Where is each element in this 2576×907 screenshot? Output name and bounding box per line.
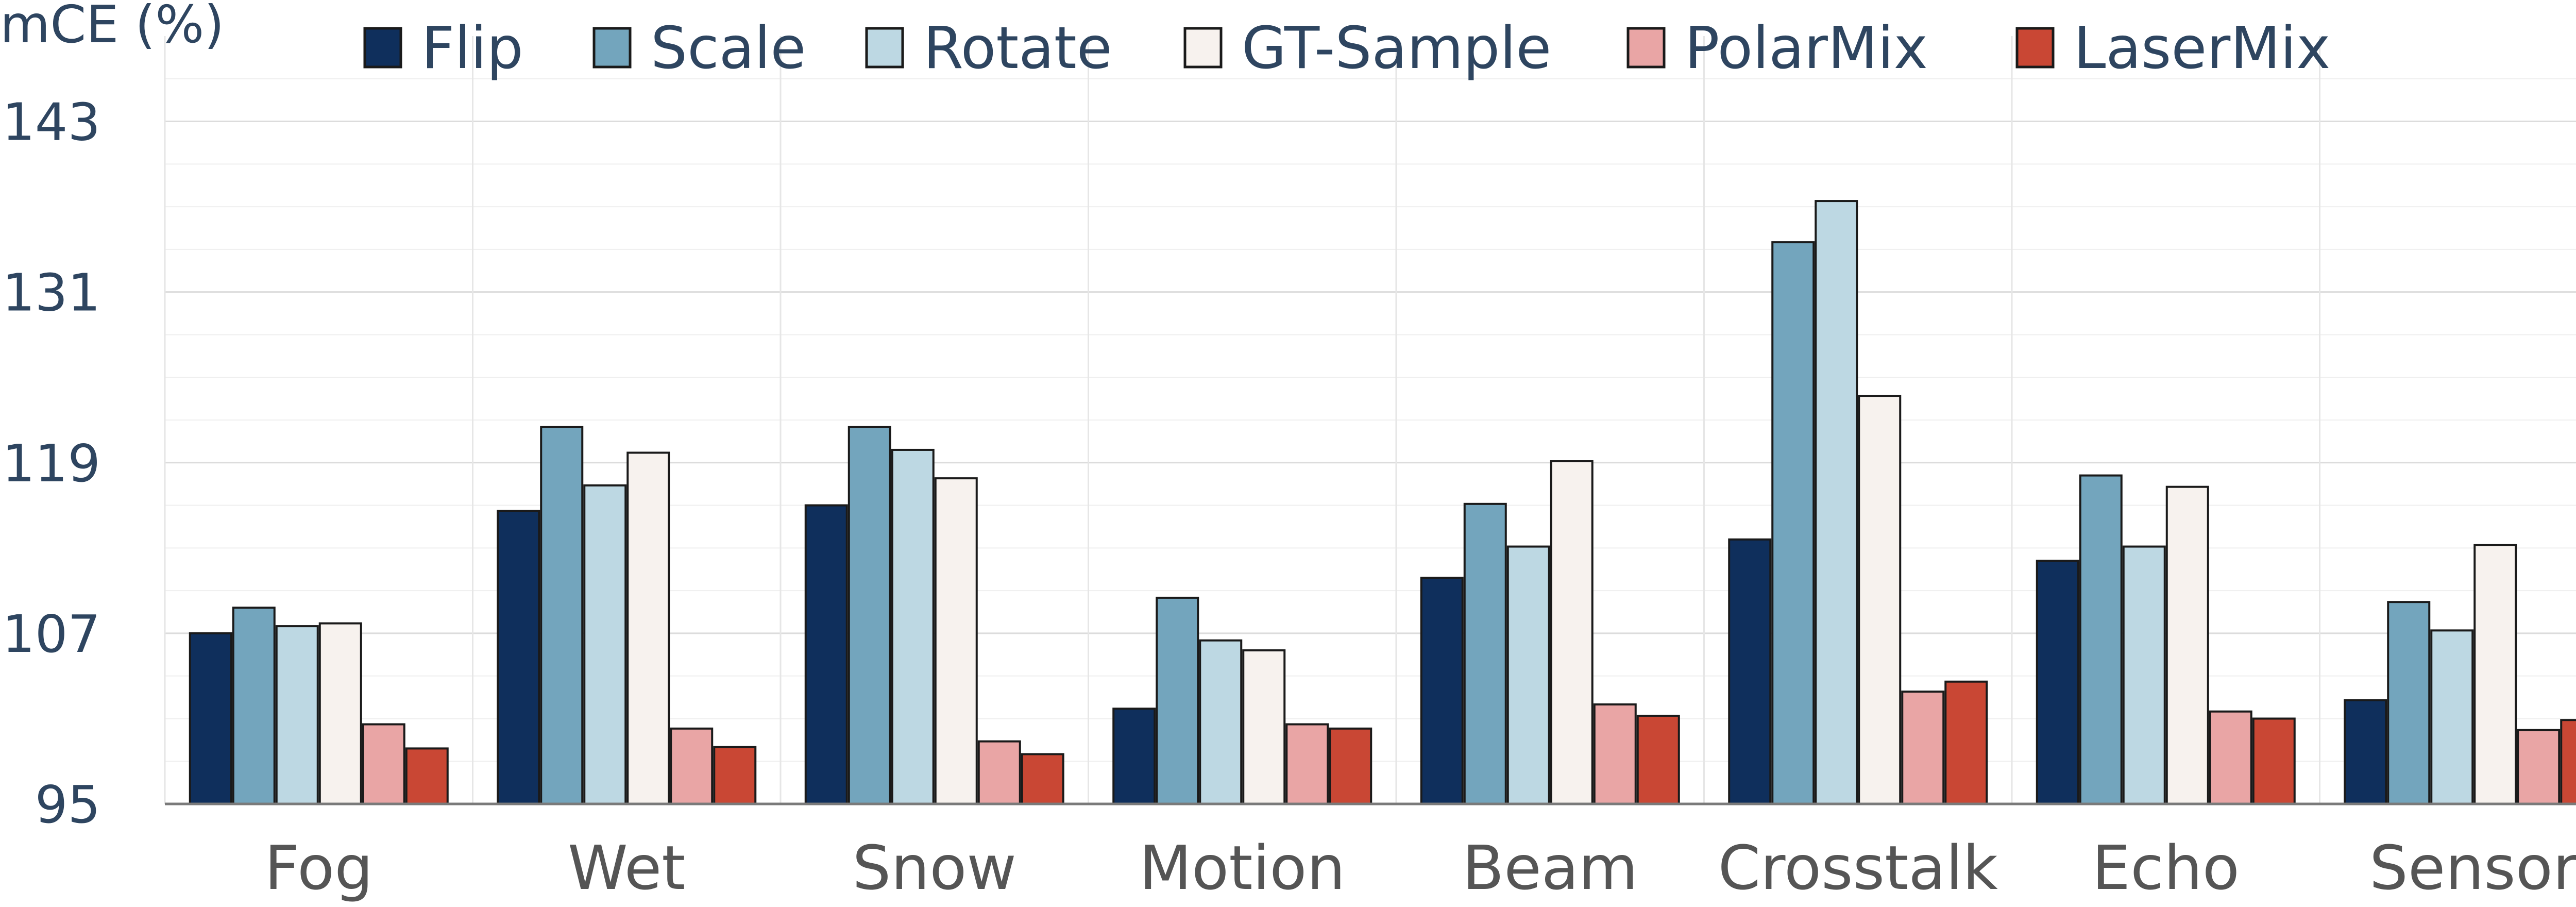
- bar-polarmix-beam: [1593, 703, 1637, 805]
- legend-label: Scale: [651, 15, 806, 82]
- x-tick-label: Sensor: [2369, 832, 2576, 903]
- x-tick-label: Fog: [264, 832, 373, 903]
- bar-lasermix-crosstalk: [1944, 680, 1988, 805]
- bar-rotate-crosstalk: [1815, 200, 1858, 805]
- bar-gt-sample-fog: [318, 622, 362, 805]
- bar-flip-wet: [497, 510, 540, 805]
- bar-lasermix-motion: [1329, 727, 1372, 805]
- bar-scale-echo: [2079, 474, 2123, 805]
- y-axis-label: mCE (%): [0, 0, 224, 55]
- bar-scale-motion: [1156, 596, 1199, 805]
- bar-lasermix-sensor: [2560, 719, 2576, 805]
- legend-swatch: [865, 27, 904, 69]
- legend-swatch: [1183, 27, 1223, 69]
- x-tick-label: Motion: [1139, 832, 1345, 903]
- bar-lasermix-echo: [2252, 717, 2296, 805]
- bar-rotate-motion: [1199, 639, 1243, 805]
- bar-polarmix-fog: [362, 723, 405, 805]
- bar-polarmix-motion: [1285, 723, 1329, 805]
- x-tick-label: Crosstalk: [1718, 832, 1998, 903]
- bar-scale-sensor: [2387, 601, 2431, 805]
- y-tick-label: 95: [35, 775, 100, 835]
- bar-scale-wet: [540, 426, 584, 805]
- bar-flip-echo: [2036, 560, 2079, 805]
- bar-rotate-fog: [275, 625, 319, 805]
- x-tick-label: Snow: [853, 832, 1016, 903]
- bar-lasermix-fog: [405, 747, 449, 805]
- bar-flip-snow: [804, 504, 848, 805]
- bar-polarmix-sensor: [2517, 729, 2561, 805]
- chart-bars: [189, 200, 2576, 805]
- bar-flip-fog: [189, 632, 232, 805]
- bar-rotate-sensor: [2430, 629, 2474, 805]
- bar-polarmix-echo: [2209, 710, 2252, 805]
- bar-gt-sample-wet: [626, 451, 670, 805]
- bar-rotate-echo: [2122, 545, 2166, 805]
- legend-swatch: [592, 27, 632, 69]
- bar-flip-crosstalk: [1728, 538, 1772, 805]
- y-tick-label: 119: [2, 433, 100, 494]
- x-tick-label: Wet: [568, 832, 686, 903]
- bar-rotate-wet: [583, 484, 627, 805]
- bar-rotate-beam: [1506, 545, 1550, 805]
- legend-label: PolarMix: [1685, 15, 1928, 82]
- bar-scale-crosstalk: [1771, 241, 1815, 805]
- chart-axes: 95 107 119 131 143 Fog Wet Snow Motion Beam Crosst…: [2, 92, 2576, 903]
- bar-gt-sample-echo: [2165, 485, 2209, 805]
- bar-gt-sample-motion: [1242, 649, 1286, 805]
- x-tick-label: Echo: [2092, 832, 2240, 903]
- legend-label: LaserMix: [2074, 15, 2330, 82]
- bar-lasermix-beam: [1636, 714, 1680, 805]
- bar-lasermix-wet: [713, 746, 757, 805]
- bar-polarmix-wet: [670, 727, 714, 805]
- legend-swatch: [1626, 27, 1666, 69]
- legend-swatch: [2015, 27, 2055, 69]
- bar-gt-sample-sensor: [2473, 544, 2517, 805]
- x-tick-label: Beam: [1462, 832, 1638, 903]
- bar-rotate-snow: [891, 448, 935, 805]
- bar-polarmix-crosstalk: [1901, 691, 1945, 805]
- bar-flip-beam: [1420, 577, 1464, 805]
- legend-swatch: [363, 27, 402, 69]
- bar-gt-sample-snow: [934, 477, 978, 805]
- y-tick-label: 143: [2, 92, 100, 153]
- bar-polarmix-snow: [977, 740, 1021, 805]
- bar-scale-snow: [848, 426, 891, 805]
- bar-flip-sensor: [2344, 699, 2387, 805]
- chart-legend: Flip Scale Rotate GT-Sample PolarMix LaserMix: [363, 15, 2330, 82]
- y-tick-label: 131: [2, 263, 100, 323]
- bar-flip-motion: [1112, 708, 1156, 805]
- legend-label: GT-Sample: [1242, 15, 1551, 82]
- bar-gt-sample-beam: [1550, 460, 1594, 805]
- y-tick-label: 107: [2, 604, 100, 664]
- bar-lasermix-snow: [1021, 753, 1064, 805]
- bar-scale-fog: [232, 607, 276, 805]
- bar-gt-sample-crosstalk: [1858, 395, 1902, 805]
- bar-scale-beam: [1463, 502, 1507, 805]
- legend-label: Flip: [421, 15, 523, 82]
- legend-label: Rotate: [923, 15, 1112, 82]
